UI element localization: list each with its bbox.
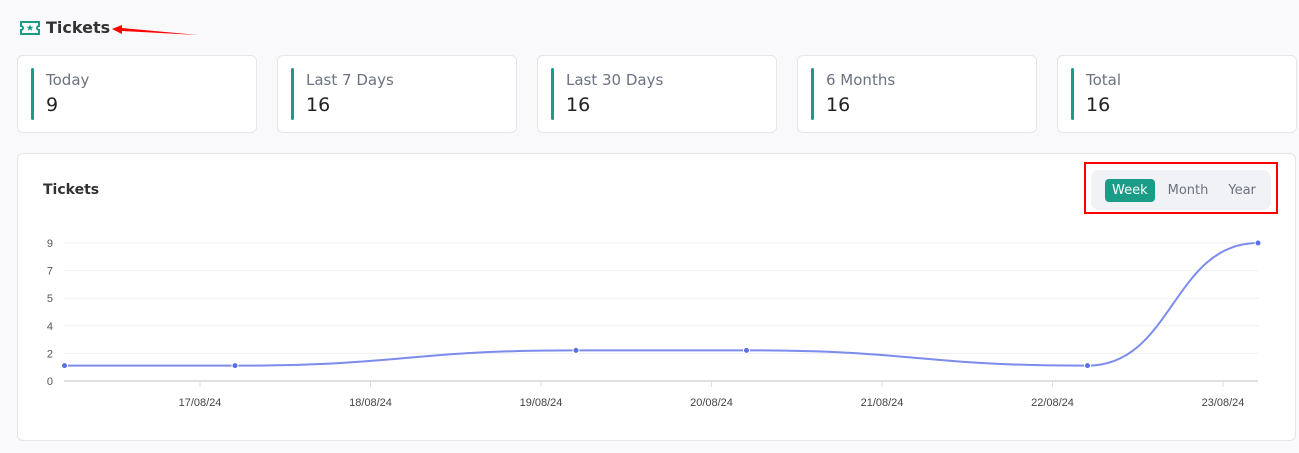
accent-bar xyxy=(31,68,34,120)
stat-value: 16 xyxy=(306,94,331,116)
accent-bar xyxy=(811,68,814,120)
accent-bar xyxy=(551,68,554,120)
range-month-button[interactable]: Month xyxy=(1167,182,1209,198)
range-selector: Week Month Year xyxy=(1091,170,1271,210)
y-tick-label: 9 xyxy=(47,238,53,250)
x-tick-label: 20/08/24 xyxy=(690,397,733,409)
stat-label: Total xyxy=(1086,71,1122,89)
stat-value: 16 xyxy=(1086,94,1111,116)
tickets-chart-panel: Tickets Week Month Year 0 2 4 5 7 9 17/08/24 18/0… xyxy=(17,153,1296,441)
stat-label: Today xyxy=(46,71,90,89)
accent-bar xyxy=(291,68,294,120)
y-tick-label: 5 xyxy=(47,293,53,305)
data-point[interactable] xyxy=(1084,362,1091,370)
range-week-button[interactable]: Week xyxy=(1105,178,1155,202)
annotation-arrow xyxy=(112,25,198,35)
y-tick-label: 0 xyxy=(47,376,53,388)
stat-label: Last 30 Days xyxy=(566,71,664,89)
data-point[interactable] xyxy=(1254,239,1262,247)
y-tick-label: 7 xyxy=(47,266,53,278)
stat-value: 16 xyxy=(826,94,851,116)
stat-value: 9 xyxy=(46,94,59,116)
data-point[interactable] xyxy=(61,362,68,370)
chart-title: Tickets xyxy=(43,182,100,198)
stat-card: Today 9 xyxy=(17,55,257,133)
x-tick-label: 19/08/24 xyxy=(520,397,563,409)
x-tick-label: 21/08/24 xyxy=(861,397,904,409)
data-point[interactable] xyxy=(231,362,239,370)
stat-card: 6 Months 16 xyxy=(797,55,1037,133)
ticket-icon xyxy=(20,20,40,35)
x-tick-label: 18/08/24 xyxy=(349,397,392,409)
annotation-highlight-box xyxy=(1084,162,1278,214)
range-year-button[interactable]: Year xyxy=(1228,182,1256,198)
x-tick-label: 17/08/24 xyxy=(179,397,222,409)
stat-card: Last 7 Days 16 xyxy=(277,55,517,133)
stat-card: Total 16 xyxy=(1057,55,1297,133)
y-tick-label: 2 xyxy=(47,348,53,360)
x-tick-label: 22/08/24 xyxy=(1031,397,1074,409)
y-tick-label: 4 xyxy=(47,321,53,333)
section-header: Tickets xyxy=(20,18,110,37)
stat-label: 6 Months xyxy=(826,71,896,89)
stat-card: Last 30 Days 16 xyxy=(537,55,777,133)
data-point[interactable] xyxy=(743,346,750,354)
stat-label: Last 7 Days xyxy=(306,71,394,89)
accent-bar xyxy=(1071,68,1074,120)
data-point[interactable] xyxy=(572,346,580,354)
section-title: Tickets xyxy=(46,18,111,37)
series-line xyxy=(64,242,1259,367)
stat-value: 16 xyxy=(566,94,591,116)
line-chart: 0 2 4 5 7 9 17/08/24 18/08/24 19/08/24 20/08/24 21… xyxy=(47,238,1262,409)
x-tick-label: 23/08/24 xyxy=(1202,397,1245,409)
